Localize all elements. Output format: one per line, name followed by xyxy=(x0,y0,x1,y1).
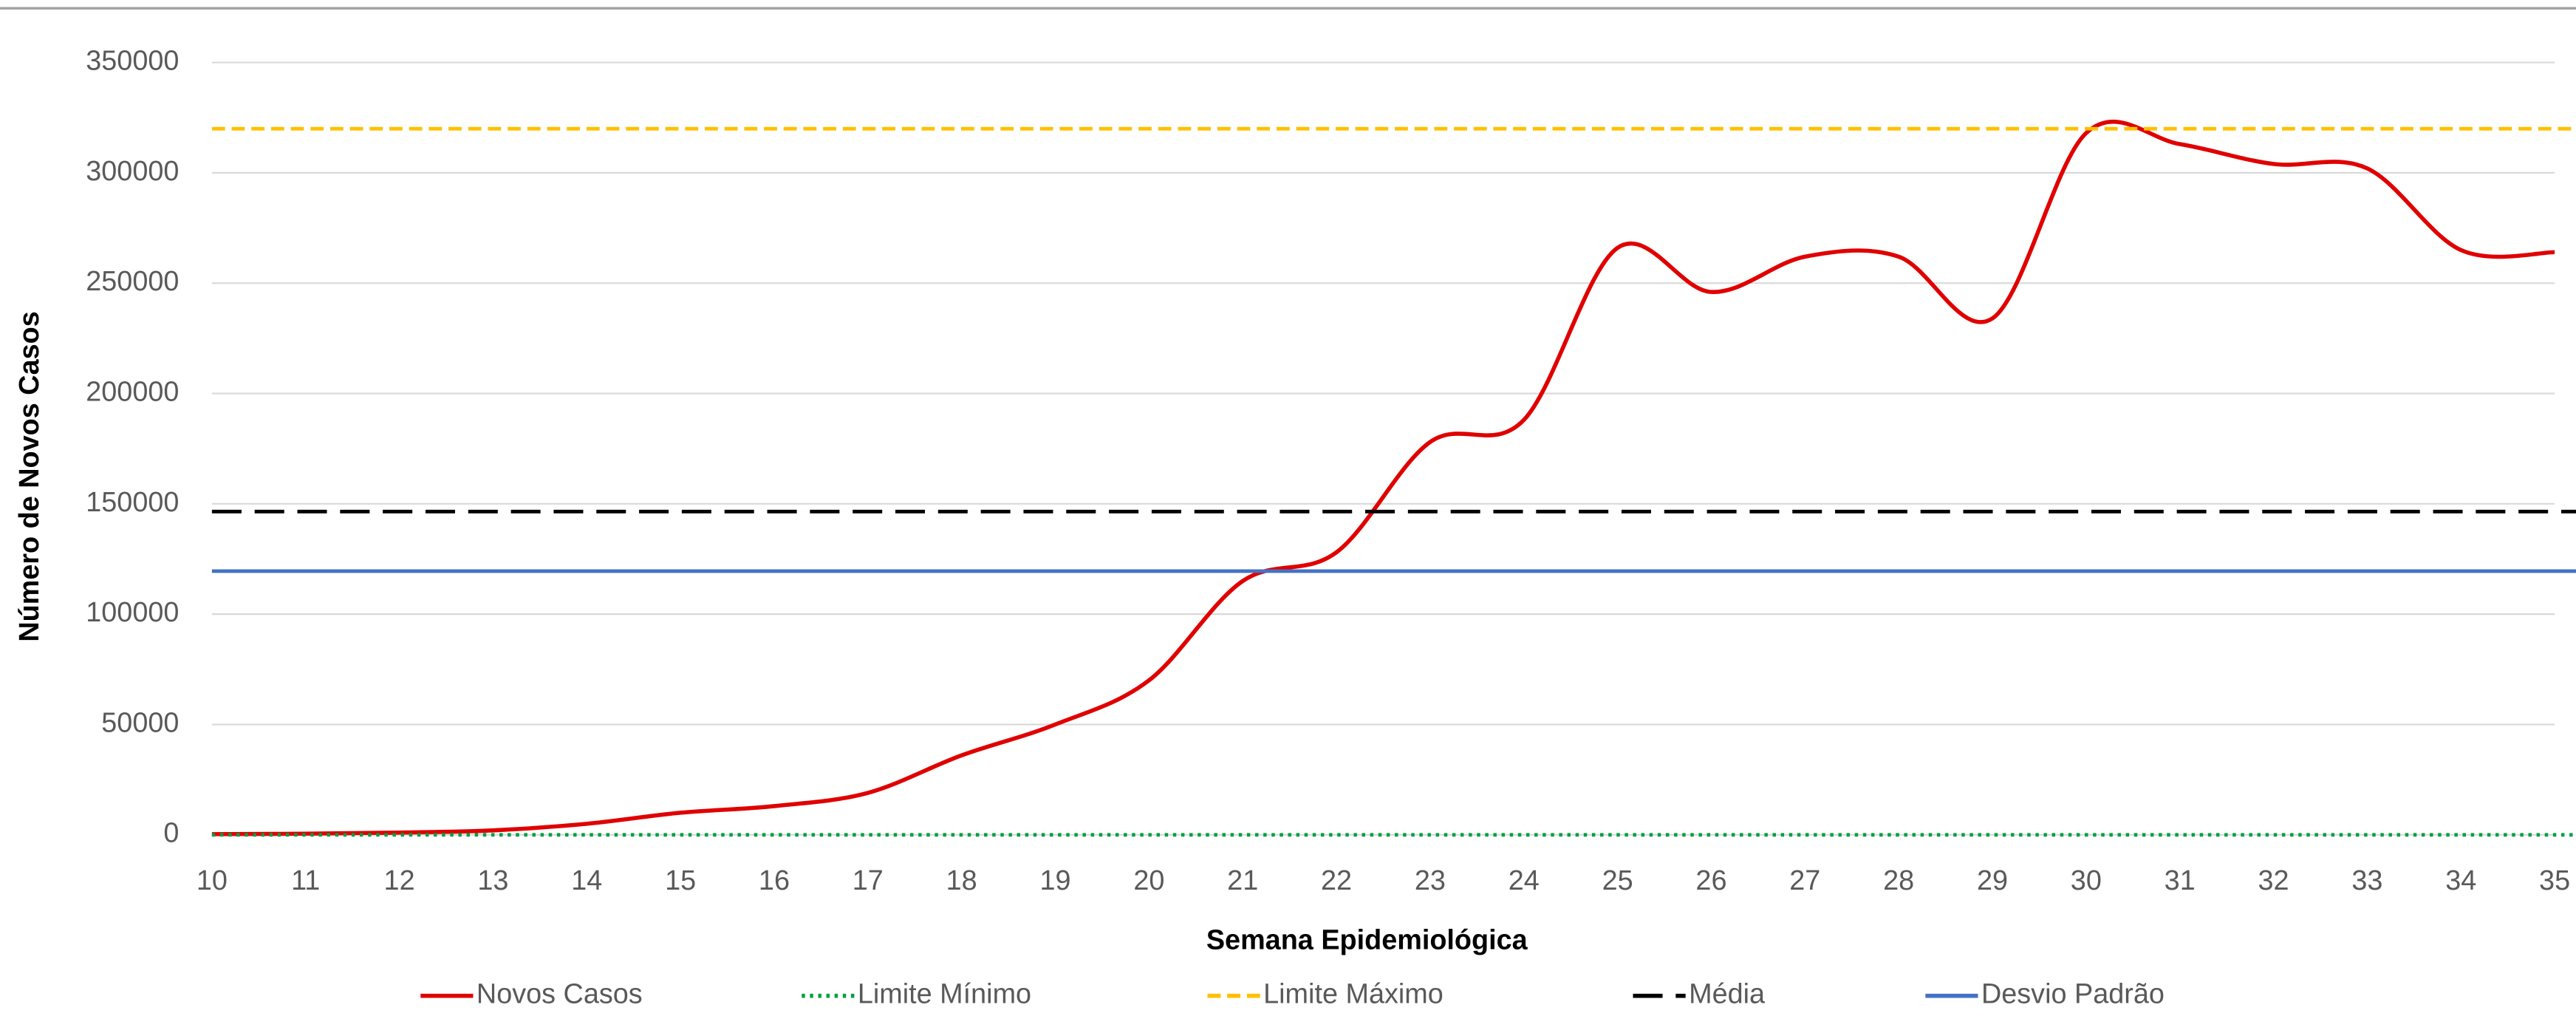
legend-label: Desvio Padrão xyxy=(1981,979,2165,1010)
legend-label: Novos Casos xyxy=(476,979,643,1010)
x-tick-label: 16 xyxy=(759,865,790,896)
y-tick-label: 200000 xyxy=(86,376,179,407)
x-tick-label: 22 xyxy=(1321,865,1352,896)
x-tick-label: 30 xyxy=(2071,865,2102,896)
data-line xyxy=(211,119,2555,836)
x-axis-title: Semana Epidemiológica xyxy=(1206,924,1528,955)
x-tick-label: 24 xyxy=(1509,865,1540,896)
x-tick-label: 25 xyxy=(1602,865,1633,896)
x-tick-label: 29 xyxy=(1977,865,2008,896)
x-tick-label: 28 xyxy=(1883,865,1914,896)
legend-label: Limite Mínimo xyxy=(858,979,1031,1010)
x-tick-label: 13 xyxy=(477,865,508,896)
x-tick-label: 19 xyxy=(1039,865,1070,896)
x-tick-label: 33 xyxy=(2351,865,2382,896)
x-tick-label: 23 xyxy=(1415,865,1446,896)
y-tick-label: 300000 xyxy=(86,156,179,187)
y-tick-label: 0 xyxy=(163,818,179,849)
y-tick-label: 350000 xyxy=(86,46,179,77)
y-tick-label: 250000 xyxy=(86,266,179,297)
legend-label: Limite Máximo xyxy=(1263,979,1444,1010)
x-tick-label: 11 xyxy=(291,865,320,896)
x-tick-label: 10 xyxy=(197,865,228,896)
x-tick-label: 34 xyxy=(2445,865,2476,896)
x-tick-label: 32 xyxy=(2258,865,2289,896)
x-tick-label: 26 xyxy=(1695,865,1726,896)
x-tick-label: 15 xyxy=(665,865,696,896)
x-tick-label: 27 xyxy=(1789,865,1820,896)
x-tick-label: 31 xyxy=(2165,865,2196,896)
y-tick-label: 50000 xyxy=(101,707,179,738)
x-tick-label: 17 xyxy=(853,865,884,896)
x-tick-label: 35 xyxy=(2539,865,2570,896)
y-tick-label: 100000 xyxy=(86,597,179,628)
x-tick-label: 12 xyxy=(384,865,415,896)
x-tick-label: 21 xyxy=(1227,865,1258,896)
x-tick-label: 14 xyxy=(571,865,602,896)
x-tick-label: 20 xyxy=(1133,865,1164,896)
y-tick-label: 150000 xyxy=(86,487,179,518)
y-axis-title: Número de Novos Casos xyxy=(14,311,45,641)
legend-label: Média xyxy=(1689,979,1766,1010)
x-tick-label: 18 xyxy=(946,865,977,896)
